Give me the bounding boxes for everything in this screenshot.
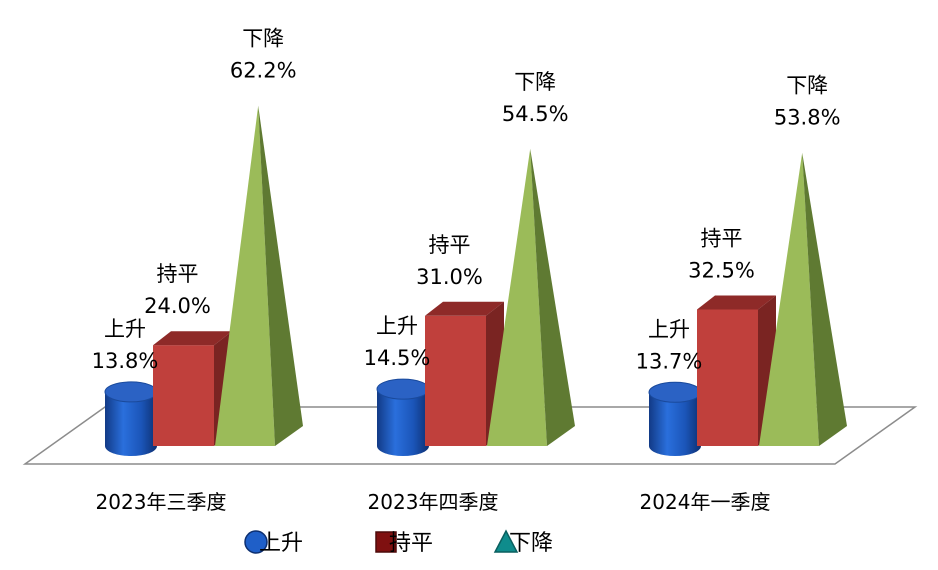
bar-up-top — [376, 378, 430, 400]
data-label-name: 持平 — [429, 233, 471, 257]
data-label-name: 上升 — [376, 314, 418, 338]
bar-up — [649, 392, 701, 456]
category-label: 2023年四季度 — [368, 490, 499, 514]
legend-marker-down — [493, 529, 519, 553]
legend-label: 下降 — [509, 531, 553, 556]
legend-marker-flat — [375, 531, 397, 553]
bar-down-side — [258, 105, 303, 447]
data-label-value: 31.0% — [416, 265, 483, 289]
legend-label: 持平 — [389, 531, 433, 556]
category-label: 2024年一季度 — [640, 490, 771, 514]
data-label-name: 持平 — [701, 227, 743, 251]
data-label-value: 14.5% — [364, 346, 431, 370]
data-label-value: 32.5% — [688, 259, 755, 283]
data-label-value: 13.7% — [636, 349, 703, 373]
bar-down — [759, 152, 819, 446]
bar-flat — [153, 345, 214, 446]
legend: 上升 持平 下降 — [244, 529, 553, 556]
bar-flat — [697, 309, 758, 446]
legend-label: 上升 — [259, 531, 303, 556]
data-label-name: 上升 — [648, 317, 690, 341]
data-label-value: 53.8% — [774, 106, 841, 130]
category-label: 2023年三季度 — [96, 490, 227, 514]
data-label-name: 下降 — [514, 70, 556, 94]
bar-up-top — [104, 381, 158, 403]
data-label-name: 上升 — [104, 317, 146, 341]
bar-up-top — [648, 381, 702, 403]
bar-down-side — [802, 152, 847, 446]
data-label-name: 下降 — [242, 27, 284, 51]
bar-flat — [425, 315, 486, 446]
bar-flat-top — [153, 331, 232, 346]
bar-down-side — [530, 148, 575, 447]
data-label-name: 持平 — [157, 262, 199, 286]
data-label-value: 54.5% — [502, 102, 569, 126]
bar-flat-top — [697, 295, 776, 310]
bar-flat-top — [425, 301, 504, 316]
bar-up — [105, 391, 157, 456]
data-label-value: 62.2% — [230, 59, 297, 83]
data-label-name: 下降 — [786, 74, 828, 98]
bar-down — [215, 105, 275, 447]
bar-down — [487, 148, 547, 447]
data-label-value: 13.8% — [92, 349, 159, 373]
data-label-value: 24.0% — [144, 294, 211, 318]
legend-marker-up — [244, 530, 268, 554]
bar-up — [377, 389, 429, 456]
